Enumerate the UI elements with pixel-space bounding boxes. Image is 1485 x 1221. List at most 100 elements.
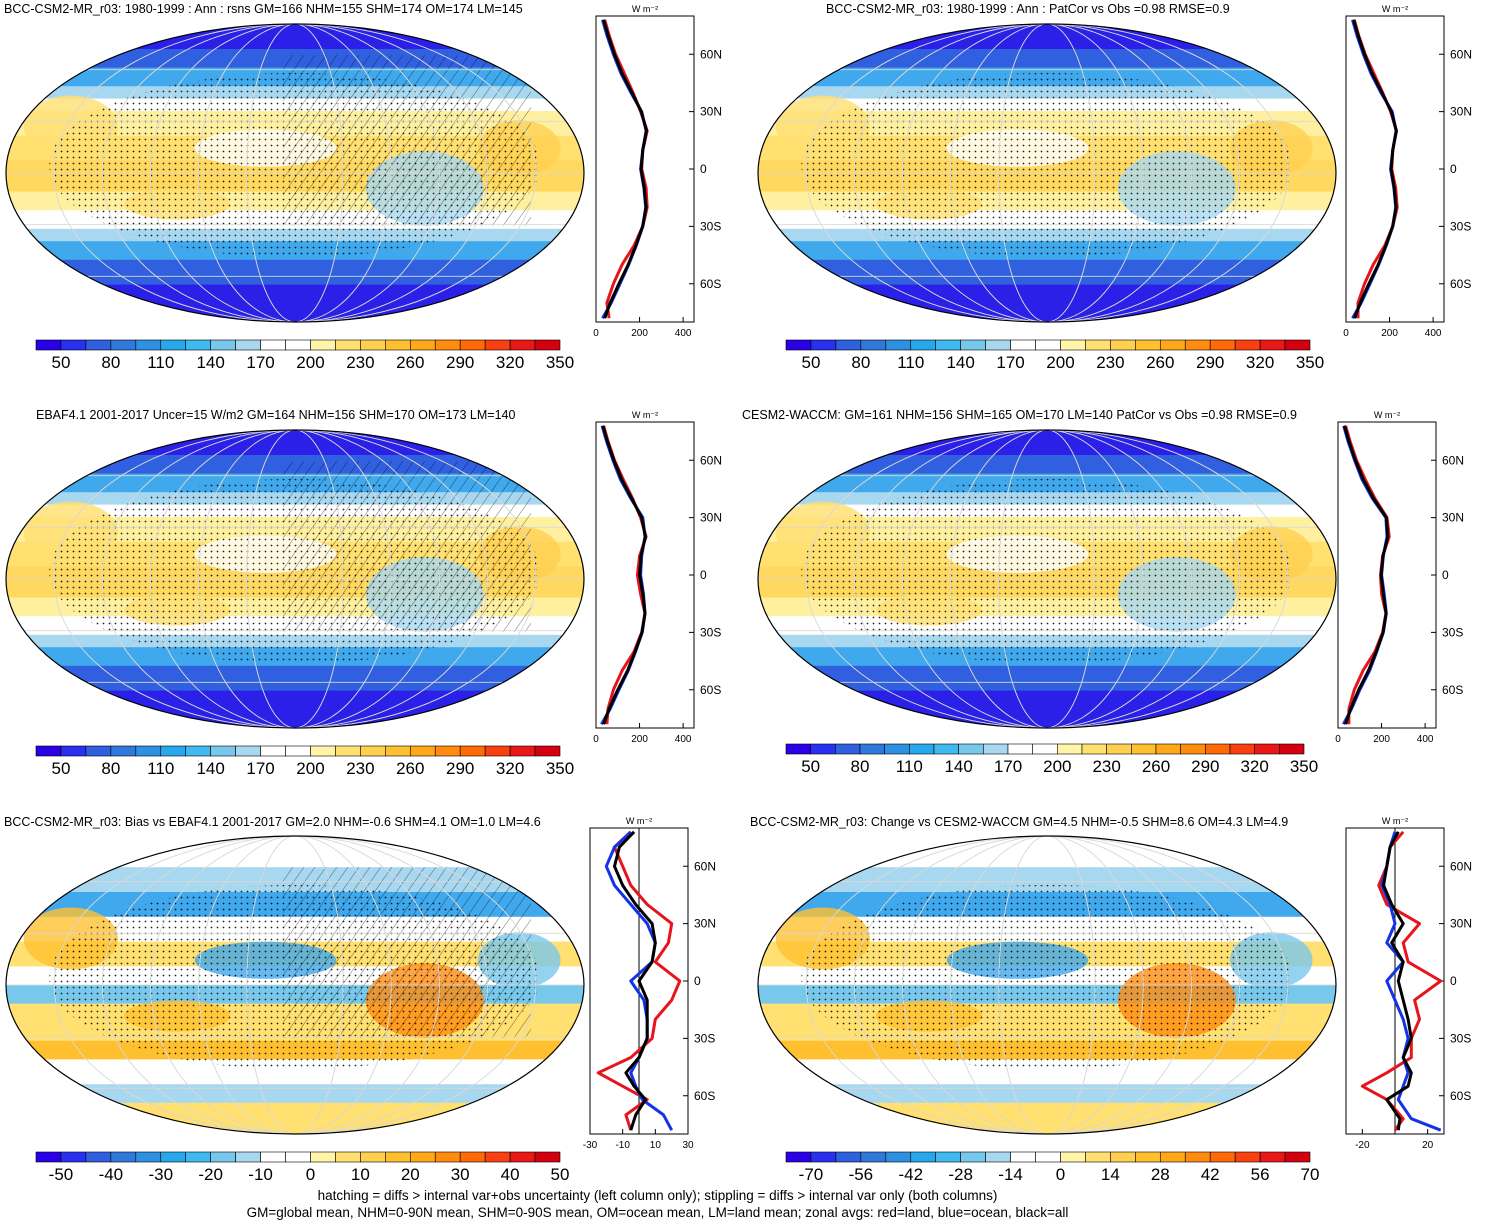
y-tick-label: 60N [700, 453, 722, 467]
colorbar-box [310, 339, 336, 351]
colorbar-box [110, 1151, 137, 1163]
colorbar-box [409, 745, 436, 757]
colorbar-box [983, 743, 1009, 755]
colorbar-box [960, 1151, 986, 1163]
panel-title: BCC-CSM2-MR_r03: 1980-1999 : Ann : rsns … [4, 2, 523, 16]
colorbar-label: 50 [801, 353, 820, 372]
y-tick-label: 60S [1442, 683, 1463, 697]
colorbar-box [1110, 339, 1136, 351]
colorbar-box [335, 745, 361, 757]
colorbar-label: 290 [446, 353, 474, 372]
colorbar-box [110, 339, 137, 351]
colorbar-box [1032, 743, 1058, 755]
colorbar-box [35, 1151, 62, 1163]
colorbar-label: 260 [396, 759, 424, 778]
colorbar-label: 50 [551, 1165, 570, 1184]
colorbar-label: 350 [546, 353, 574, 372]
colorbar-box [885, 1151, 912, 1163]
series-line-all [1352, 19, 1398, 319]
colorbar-box [1234, 339, 1261, 351]
y-tick-label: 30S [700, 219, 721, 233]
colorbar-label: 260 [396, 353, 424, 372]
colorbar-box [1106, 743, 1132, 755]
colorbar-box [985, 1151, 1011, 1163]
colorbar-box [785, 1151, 812, 1163]
colorbar-box [210, 1151, 236, 1163]
colorbar-label: -14 [998, 1165, 1023, 1184]
colorbar-box [434, 1151, 461, 1163]
y-tick-label: 30S [694, 1031, 715, 1045]
y-tick-label: 60S [700, 277, 721, 291]
colorbar-box [235, 745, 261, 757]
colorbar-label: 260 [1142, 757, 1170, 776]
colorbar-box [434, 745, 461, 757]
x-tick-label: 200 [1381, 328, 1398, 339]
panel-title: BCC-CSM2-MR_r03: Change vs CESM2-WACCM G… [750, 815, 1289, 829]
x-tick-label: -30 [583, 1140, 598, 1151]
colorbar-label: 230 [1096, 353, 1124, 372]
map-field [758, 430, 1336, 728]
colorbar-box [835, 339, 862, 351]
plot-frame [595, 15, 695, 323]
x-tick-label: 400 [675, 734, 692, 745]
colorbar-label: 110 [896, 757, 923, 776]
colorbar-box [1085, 1151, 1111, 1163]
colorbar-box [1284, 339, 1311, 351]
colorbar-box [1085, 339, 1111, 351]
y-tick-label: 30N [1450, 917, 1472, 931]
colorbar-label: 170 [994, 757, 1022, 776]
colorbar-box [160, 339, 187, 351]
colorbar-label: 140 [944, 757, 972, 776]
colorbar-box [135, 745, 162, 757]
y-tick-label: 30N [1442, 511, 1464, 525]
y-tick-label: 0 [694, 974, 701, 988]
colorbar-box [1081, 743, 1107, 755]
colorbar-box [884, 743, 910, 755]
colorbar-box [810, 339, 837, 351]
plot-frame [1345, 15, 1445, 323]
colorbar-box [185, 1151, 211, 1163]
colorbar-box [85, 745, 112, 757]
colorbar-box [1110, 1151, 1136, 1163]
colorbar-label: 320 [496, 759, 524, 778]
colorbar-box [1155, 743, 1181, 755]
x-tick-label: 10 [650, 1140, 662, 1151]
colorbar: 50 80 110 140 170 200 230 260 290 320 350 [35, 745, 574, 778]
x-tick-label: 400 [1425, 328, 1442, 339]
colorbar-label: 50 [801, 757, 820, 776]
zonal-mean-plot: W m⁻² 60N 30N 0 30S 60S 0 200 400 [593, 4, 722, 339]
colorbar-box [484, 339, 511, 351]
colorbar-box [859, 743, 885, 755]
colorbar-label: 140 [196, 759, 224, 778]
colorbar-box [958, 743, 984, 755]
units-label: W m⁻² [632, 4, 658, 14]
map-field [6, 24, 584, 322]
y-tick-label: 30N [694, 917, 716, 931]
colorbar-label: 350 [1296, 353, 1324, 372]
colorbar-box [1205, 743, 1231, 755]
colorbar-box [35, 745, 62, 757]
colorbar-label: 50 [51, 759, 70, 778]
colorbar-box [1135, 339, 1161, 351]
colorbar-box [1010, 339, 1036, 351]
zonal-mean-plot: W m⁻² 60N 30N 0 30S 60S 0 200 400 [593, 410, 722, 745]
colorbar-box [484, 1151, 511, 1163]
colorbar-label: 42 [1201, 1165, 1220, 1184]
world-map [5, 23, 585, 323]
colorbar-box [1060, 1151, 1086, 1163]
plot-frame [595, 421, 695, 729]
colorbar-label: -42 [898, 1165, 923, 1184]
x-tick-label: 20 [1422, 1140, 1434, 1151]
colorbar-box [210, 745, 236, 757]
x-tick-label: -20 [1355, 1140, 1370, 1151]
colorbar-box [210, 339, 236, 351]
colorbar-box [385, 745, 411, 757]
world-map [757, 835, 1337, 1135]
colorbar-label: 200 [1046, 353, 1074, 372]
colorbar-box [1284, 1151, 1311, 1163]
colorbar-label: 110 [147, 759, 174, 778]
colorbar-box [1184, 339, 1211, 351]
colorbar-box [459, 339, 486, 351]
colorbar-box [160, 1151, 187, 1163]
colorbar-box [785, 339, 812, 351]
